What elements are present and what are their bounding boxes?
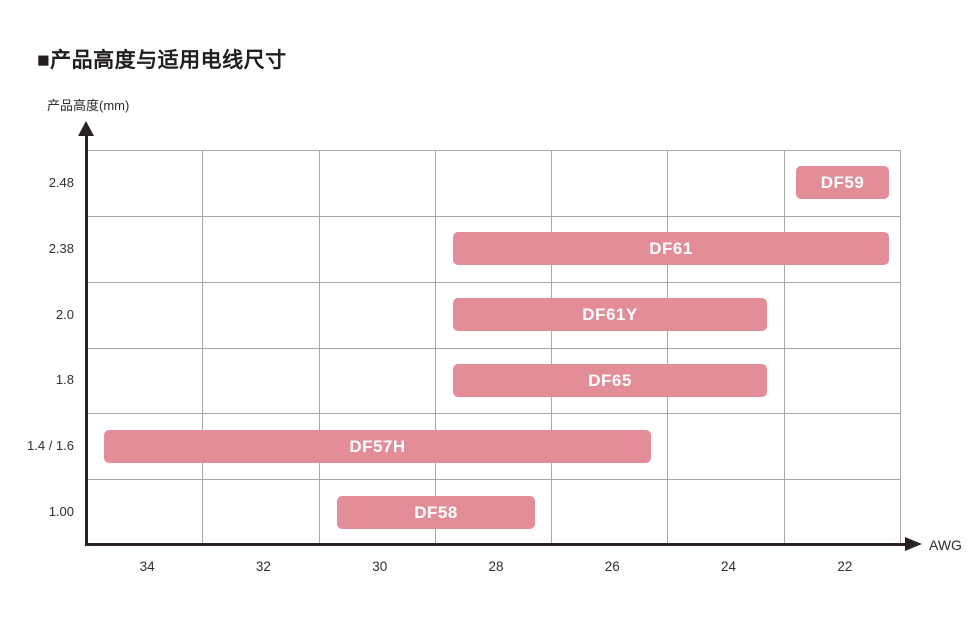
x-axis-arrow-right-icon (905, 537, 922, 551)
range-bar-df61y: DF61Y (453, 298, 767, 331)
x-axis-tick-label: 24 (721, 559, 737, 574)
x-axis-tick-label: 22 (837, 559, 853, 574)
page-title: ■产品高度与适用电线尺寸 (37, 49, 287, 72)
horizontal-gridline (87, 216, 901, 217)
vertical-gridline (435, 150, 436, 545)
vertical-gridline (667, 150, 668, 545)
range-bar-df65: DF65 (453, 364, 767, 397)
horizontal-gridline (87, 479, 901, 480)
x-axis-tick-label: 34 (139, 559, 155, 574)
y-axis-line (85, 131, 88, 546)
x-axis-tick-label: 28 (488, 559, 504, 574)
vertical-gridline (900, 150, 901, 545)
y-axis-tick-label: 1.00 (48, 504, 74, 519)
range-bar-df58: DF58 (337, 496, 535, 529)
horizontal-gridline (87, 413, 901, 414)
range-bar-df59: DF59 (796, 166, 889, 199)
x-axis-tick-label: 32 (255, 559, 271, 574)
x-axis-tick-label: 30 (372, 559, 388, 574)
y-axis-tick-label: 1.8 (55, 372, 74, 387)
y-axis-tick-label: 1.4 / 1.6 (27, 438, 74, 453)
range-bar-df57h: DF57H (104, 430, 651, 463)
x-axis-tick-label: 26 (604, 559, 620, 574)
plot-area: DF59 DF61 DF61Y DF65 DF57H DF58 (87, 150, 901, 545)
vertical-gridline (551, 150, 552, 545)
vertical-gridline (202, 150, 203, 545)
horizontal-gridline (87, 282, 901, 283)
horizontal-gridline (87, 348, 901, 349)
y-axis-tick-label: 2.0 (55, 307, 74, 322)
vertical-gridline (784, 150, 785, 545)
x-axis-label: AWG (929, 537, 962, 553)
y-axis-arrow-up-icon (78, 121, 94, 136)
y-axis-tick-label: 2.38 (48, 241, 74, 256)
y-axis-tick-label: 2.48 (48, 175, 74, 190)
y-axis-label: 产品高度(mm) (47, 98, 130, 113)
x-axis-line (85, 543, 907, 546)
range-bar-df61: DF61 (453, 232, 889, 265)
vertical-gridline (319, 150, 320, 545)
horizontal-gridline (87, 150, 901, 151)
